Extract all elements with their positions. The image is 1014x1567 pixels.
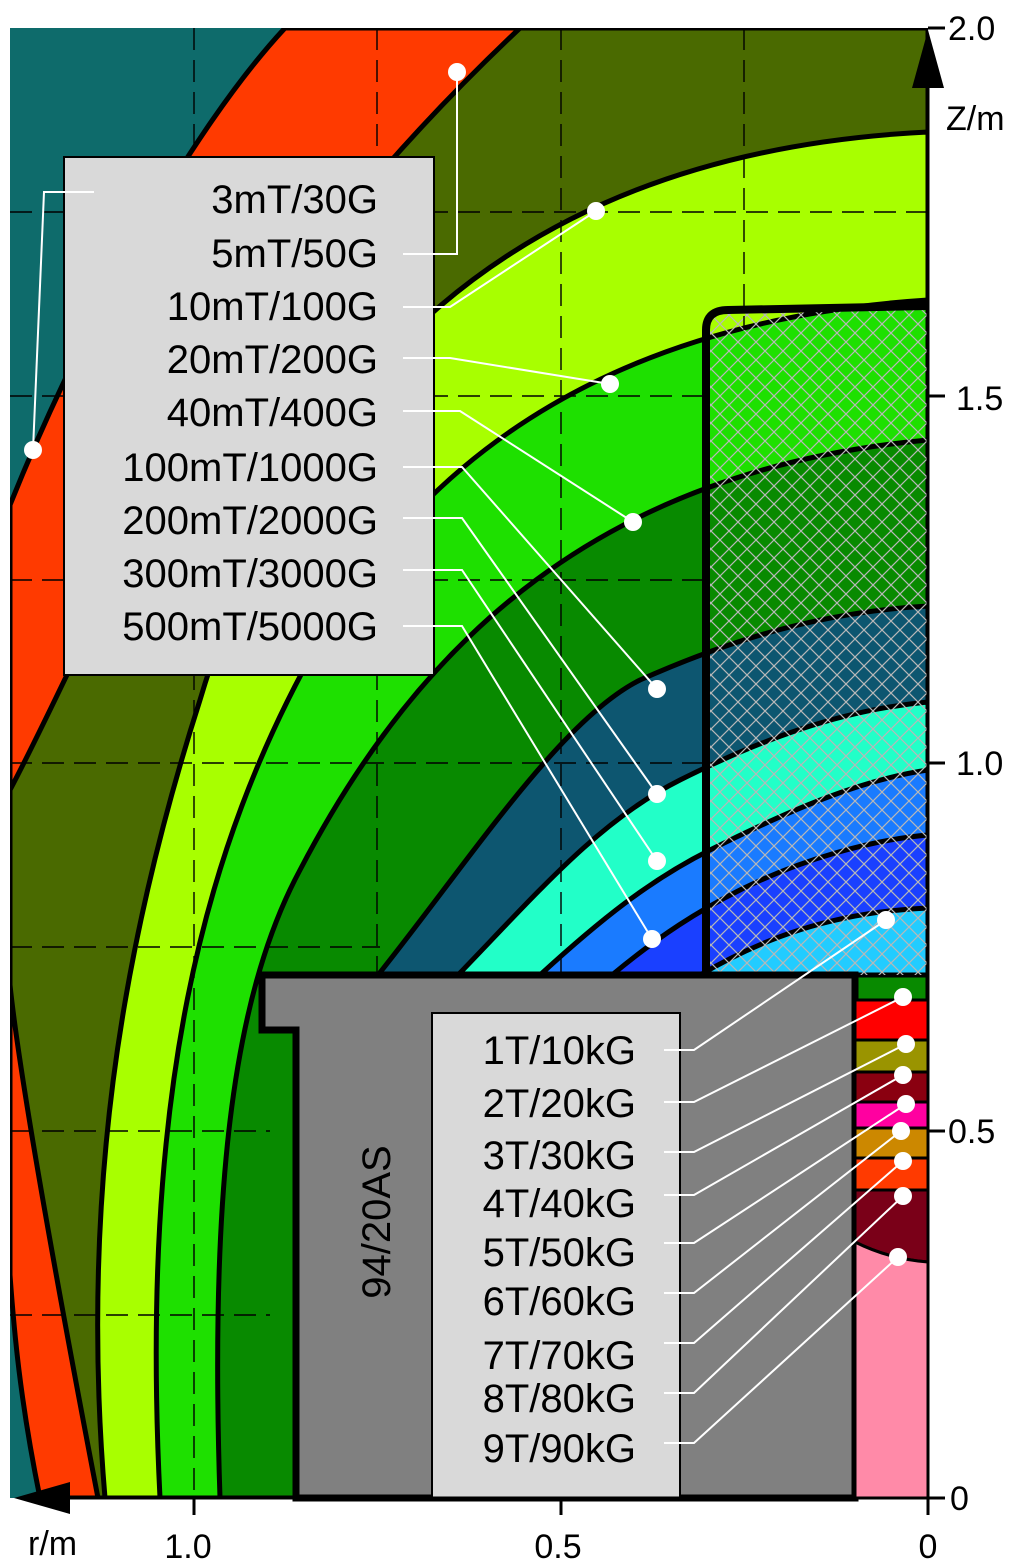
z-axis-arrow <box>912 30 944 88</box>
legend-item-20mT: 20mT/200G <box>167 338 378 382</box>
r-tick-0-5: 0.5 <box>534 1528 581 1566</box>
z-tick-0-5: 0.5 <box>948 1113 995 1151</box>
legend-item-200mT: 200mT/2000G <box>122 499 378 543</box>
r-tick-0: 0 <box>919 1528 938 1566</box>
legend-low-field: 3mT/30G 5mT/50G 10mT/100G 20mT/200G 40mT… <box>122 178 378 649</box>
z-tick-0: 0 <box>950 1480 969 1518</box>
legend-item-3T: 3T/30kG <box>483 1134 636 1178</box>
cryostat <box>702 302 929 975</box>
legend-high-field-box <box>431 1012 681 1499</box>
bore-stripes <box>853 998 930 1500</box>
leader-lines <box>32 72 907 1444</box>
legend-item-7T: 7T/70kG <box>483 1334 636 1378</box>
legend-item-5T: 5T/50kG <box>483 1231 636 1275</box>
leader-dots <box>24 63 915 1266</box>
z-tick-2-0: 2.0 <box>948 10 995 48</box>
z-tick-1-5: 1.5 <box>956 380 1003 418</box>
axes <box>60 26 945 1515</box>
legend-item-100mT: 100mT/1000G <box>122 446 378 490</box>
legend-item-2T: 2T/20kG <box>483 1082 636 1126</box>
legend-high-field: 1T/10kG 2T/20kG 3T/30kG 4T/40kG 5T/50kG … <box>483 1029 636 1471</box>
legend-item-3mT: 3mT/30G <box>211 178 378 222</box>
legend-item-40mT: 40mT/400G <box>167 391 378 435</box>
legend-item-300mT: 300mT/3000G <box>122 552 378 596</box>
legend-item-1T: 1T/10kG <box>483 1029 636 1073</box>
legend-item-6T: 6T/60kG <box>483 1280 636 1324</box>
legend-item-8T: 8T/80kG <box>483 1377 636 1421</box>
magnet-label: 94/20AS <box>355 1145 399 1298</box>
legend-item-5mT: 5mT/50G <box>211 232 378 276</box>
legend-item-9T: 9T/90kG <box>483 1427 636 1471</box>
z-axis-label: Z/m <box>946 100 1005 138</box>
r-tick-1-0: 1.0 <box>164 1528 211 1566</box>
r-axis-arrow <box>14 1482 70 1514</box>
z-tick-1-0: 1.0 <box>956 745 1003 783</box>
legend-item-500mT: 500mT/5000G <box>122 605 378 649</box>
legend-item-10mT: 10mT/100G <box>167 285 378 329</box>
legend-low-field-box <box>63 156 435 676</box>
legend-item-4T: 4T/40kG <box>483 1182 636 1226</box>
r-axis-label: r/m <box>28 1525 77 1563</box>
